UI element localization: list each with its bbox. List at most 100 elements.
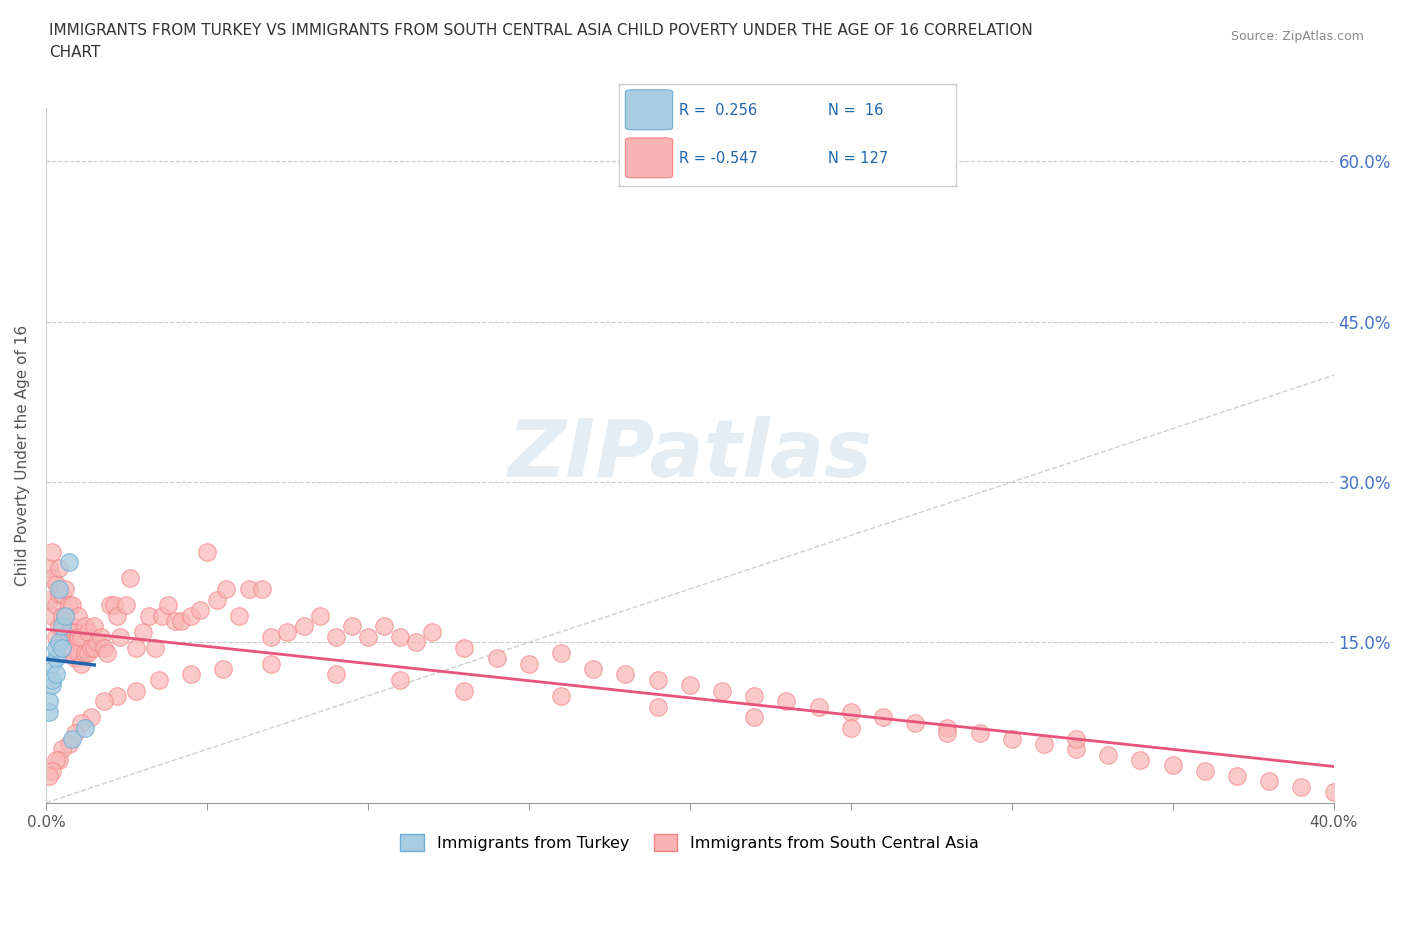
Point [292, 619, 315, 634]
Point [51, 641, 73, 656]
Text: Source: ZipAtlas.com: Source: ZipAtlas.com [1230, 30, 1364, 43]
Point [1064, 742, 1087, 757]
Point [238, 581, 260, 596]
Point [103, 598, 125, 613]
Text: R = -0.547: R = -0.547 [679, 151, 758, 166]
Point [228, 608, 250, 623]
Point [325, 667, 347, 682]
Point [839, 704, 862, 719]
Point [453, 641, 475, 656]
Point [180, 667, 202, 682]
Point [389, 672, 412, 687]
Point [1226, 768, 1249, 783]
Point [118, 571, 141, 586]
Point [58, 598, 80, 613]
Point [51, 608, 73, 623]
Point [80, 710, 103, 724]
Point [58, 555, 80, 570]
Text: IMMIGRANTS FROM TURKEY VS IMMIGRANTS FROM SOUTH CENTRAL ASIA CHILD POVERTY UNDER: IMMIGRANTS FROM TURKEY VS IMMIGRANTS FRO… [49, 23, 1033, 38]
Point [205, 592, 228, 607]
Point [38, 560, 60, 575]
Point [51, 619, 73, 634]
Point [86, 635, 108, 650]
Point [1161, 758, 1184, 773]
Point [115, 598, 138, 613]
Point [67, 608, 90, 623]
Point [63, 651, 86, 666]
Point [53, 630, 76, 644]
Point [53, 581, 76, 596]
Point [308, 608, 330, 623]
Point [1064, 731, 1087, 746]
Point [41, 657, 63, 671]
Point [453, 683, 475, 698]
Point [58, 624, 80, 639]
Point [647, 672, 669, 687]
Point [51, 587, 73, 602]
Point [48, 619, 70, 634]
Point [212, 661, 235, 676]
Point [1032, 737, 1054, 751]
Point [131, 624, 153, 639]
Point [807, 699, 830, 714]
Point [45, 630, 67, 644]
Point [38, 592, 60, 607]
Point [582, 661, 605, 676]
Point [98, 598, 121, 613]
Text: N =  16: N = 16 [828, 103, 883, 118]
Point [420, 624, 443, 639]
Point [969, 725, 991, 740]
Point [93, 641, 115, 656]
Point [105, 688, 128, 703]
Point [41, 544, 63, 559]
Point [67, 630, 90, 644]
Point [260, 657, 283, 671]
Point [83, 619, 105, 634]
Point [45, 752, 67, 767]
Point [742, 710, 765, 724]
Point [45, 641, 67, 656]
Point [180, 608, 202, 623]
Point [150, 608, 173, 623]
Point [647, 699, 669, 714]
Point [775, 694, 797, 709]
Point [163, 614, 186, 629]
Text: R =  0.256: R = 0.256 [679, 103, 758, 118]
Point [41, 678, 63, 693]
Point [108, 630, 131, 644]
Point [70, 630, 93, 644]
Point [325, 630, 347, 644]
Point [51, 635, 73, 650]
Point [215, 581, 238, 596]
Point [250, 581, 273, 596]
Point [1194, 764, 1216, 778]
Point [38, 768, 60, 783]
Point [1129, 752, 1152, 767]
Point [904, 715, 927, 730]
Point [550, 645, 572, 660]
Point [742, 688, 765, 703]
Point [41, 672, 63, 687]
Point [80, 641, 103, 656]
Point [936, 721, 959, 736]
Text: N = 127: N = 127 [828, 151, 889, 166]
Point [614, 667, 637, 682]
Point [58, 645, 80, 660]
Point [170, 614, 193, 629]
Point [190, 603, 212, 618]
Point [48, 752, 70, 767]
Point [70, 657, 93, 671]
Point [357, 630, 380, 644]
Point [90, 630, 112, 644]
Point [60, 641, 83, 656]
Point [1097, 747, 1119, 762]
Point [389, 630, 412, 644]
Point [60, 619, 83, 634]
Point [41, 764, 63, 778]
Point [550, 688, 572, 703]
Point [373, 619, 395, 634]
Point [1258, 774, 1281, 789]
Point [76, 624, 98, 639]
Point [936, 725, 959, 740]
Point [260, 630, 283, 644]
